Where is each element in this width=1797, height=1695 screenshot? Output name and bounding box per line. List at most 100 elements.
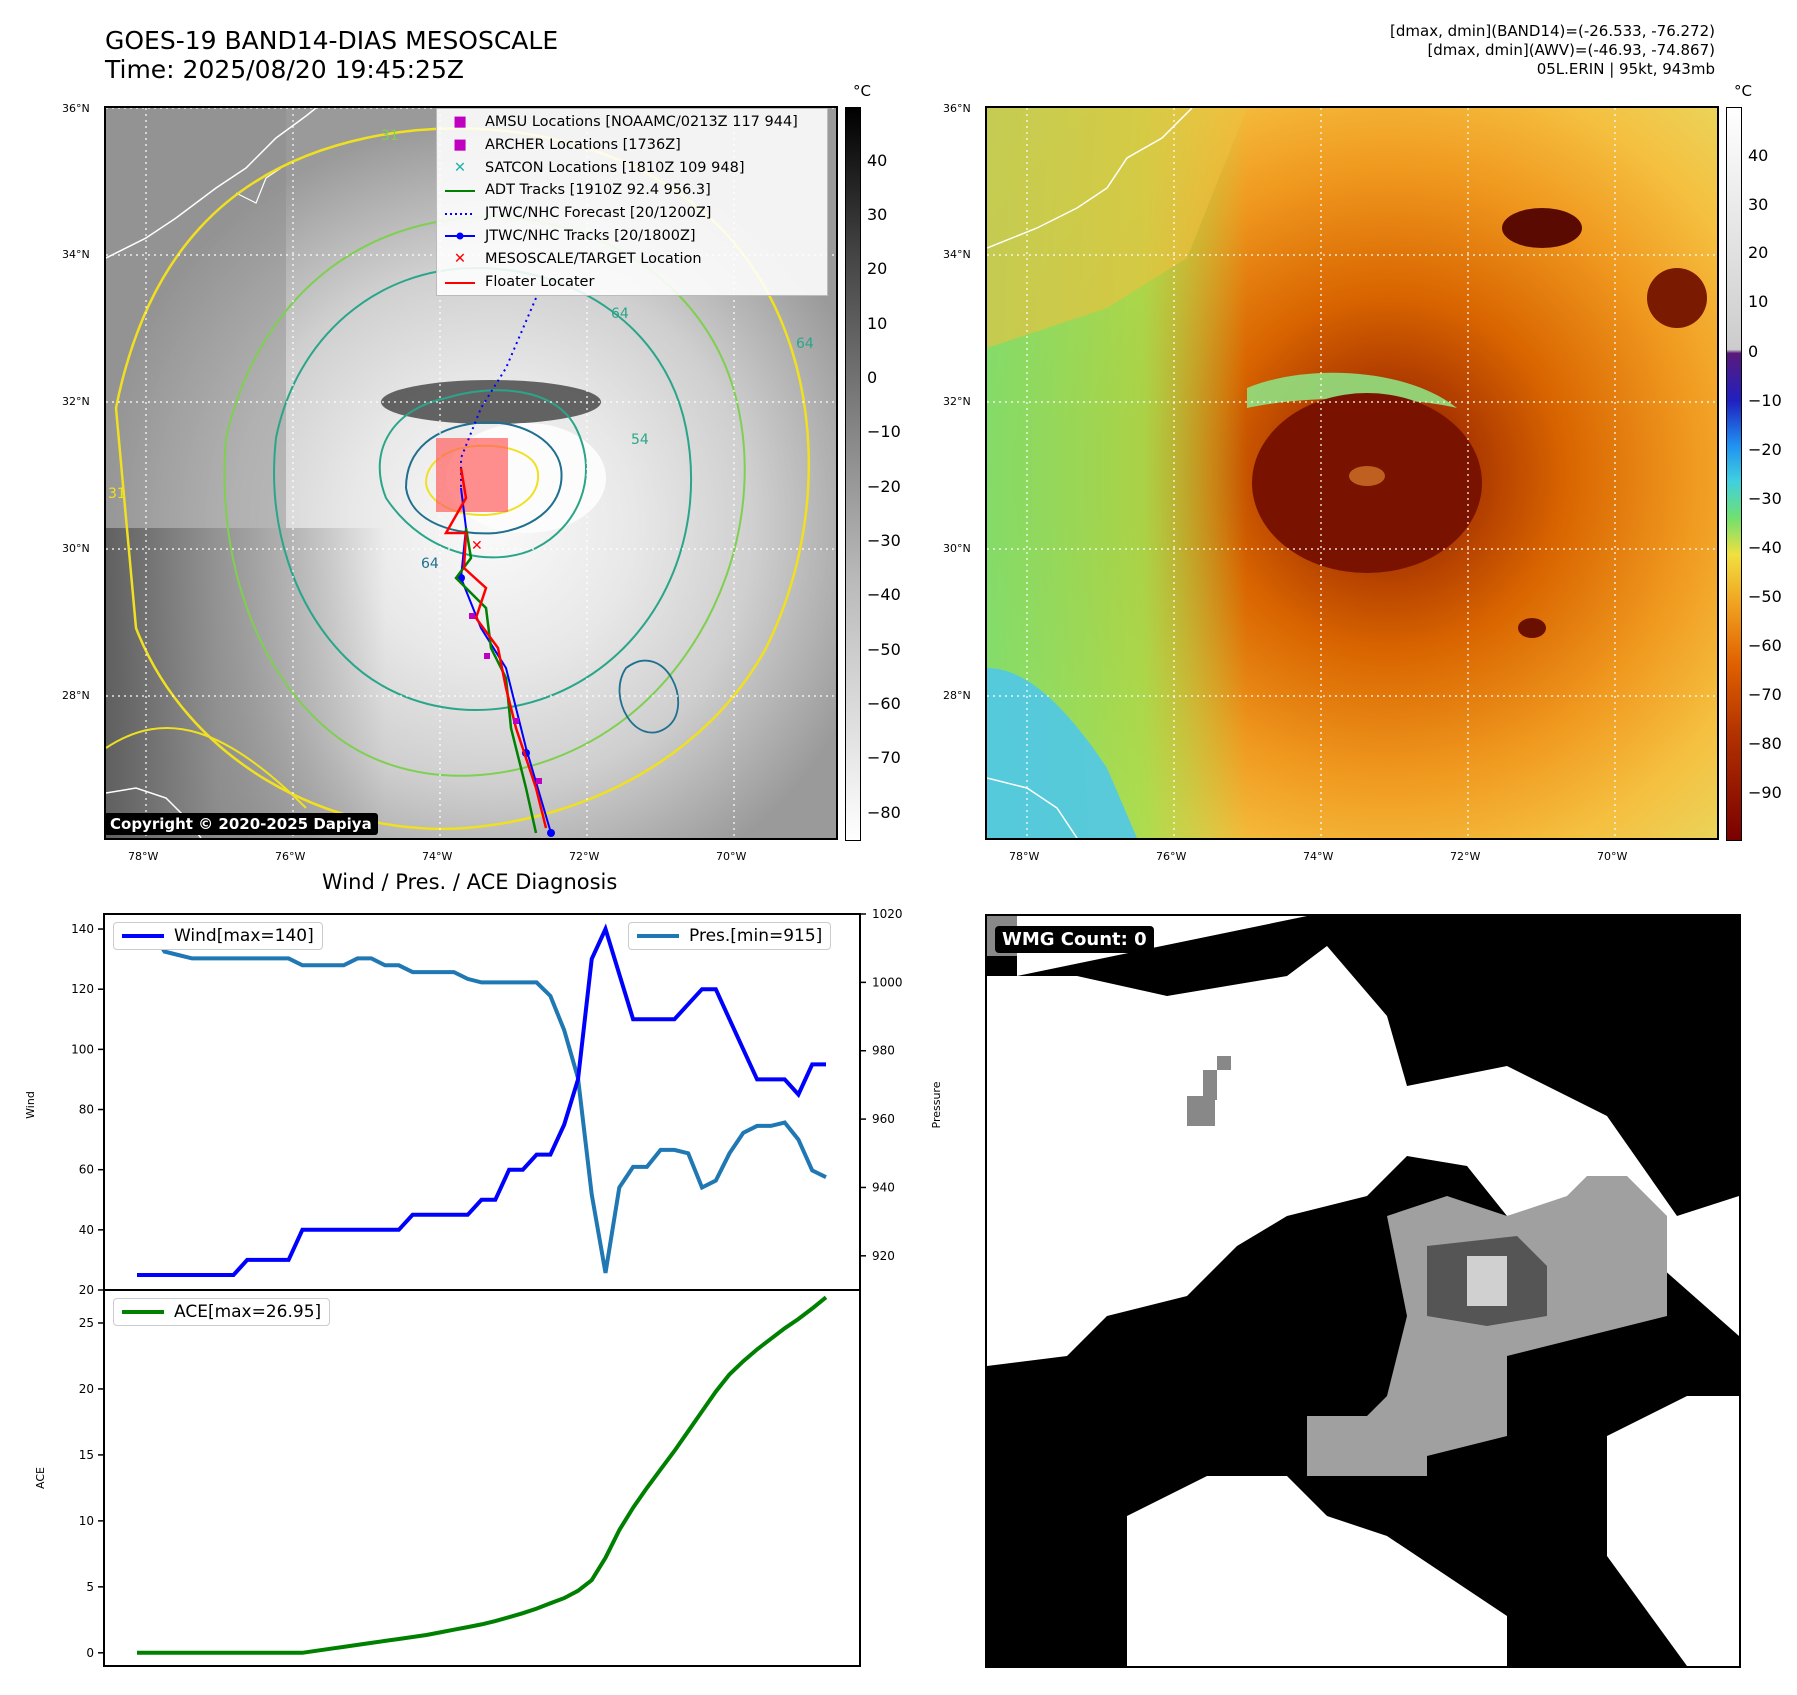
color-cb-tick: 30 xyxy=(1748,195,1769,214)
title-line-2: Time: 2025/08/20 19:45:25Z xyxy=(105,55,464,84)
color-cb-tick: 40 xyxy=(1748,146,1769,165)
copyright-badge: Copyright © 2020-2025 Dapiya xyxy=(104,813,378,835)
contour-label-2: 64 xyxy=(611,306,629,322)
color-cb-tick: −80 xyxy=(1748,734,1782,753)
legend-item-forecast: JTWC/NHC Forecast [20/1200Z] xyxy=(443,202,821,225)
y-tick-label: 940 xyxy=(872,1180,895,1194)
ace-legend-line-icon xyxy=(122,1310,164,1314)
wind-pres-axes xyxy=(103,913,861,1291)
color-colorbar-unit: °C xyxy=(1734,82,1752,100)
gray-cb-tick: −10 xyxy=(867,422,901,441)
lat-label: 28°N xyxy=(943,689,971,702)
dotted-line-icon xyxy=(443,202,477,225)
color-cb-tick: −10 xyxy=(1748,391,1782,410)
gray-colorbar-unit: °C xyxy=(853,82,871,100)
wind-axis-label: Wind xyxy=(24,1091,37,1119)
legend-item-adt: ADT Tracks [1910Z 92.4 956.3] xyxy=(443,179,821,202)
figure-title: GOES-19 BAND14-DIAS MESOSCALE Time: 2025… xyxy=(105,26,558,84)
contour-label-4: 64 xyxy=(421,556,439,572)
legend-item-amsu: ■ AMSU Locations [NOAAMC/0213Z 117 944] xyxy=(443,111,821,134)
color-cb-tick: −90 xyxy=(1748,783,1782,802)
color-cb-tick: −40 xyxy=(1748,538,1782,557)
gray-cb-tick: −30 xyxy=(867,531,901,550)
y-tick-label: 120 xyxy=(71,982,94,996)
y-tick-label: 1020 xyxy=(872,907,903,921)
wmg-count-badge: WMG Count: 0 xyxy=(995,926,1154,953)
y-tick-label: 5 xyxy=(86,1580,94,1594)
lat-label: 36°N xyxy=(62,102,90,115)
gray-cb-tick: −50 xyxy=(867,640,901,659)
map-legend: ■ AMSU Locations [NOAAMC/0213Z 117 944] ■… xyxy=(436,108,828,297)
legend-item-satcon: ✕ SATCON Locations [1810Z 109 948] xyxy=(443,157,821,180)
y-tick-label: 1000 xyxy=(872,975,903,989)
y-tick-label: 60 xyxy=(79,1163,94,1177)
lat-label: 32°N xyxy=(943,395,971,408)
y-tick-label: 920 xyxy=(872,1249,895,1263)
y-tick-label: 0 xyxy=(86,1646,94,1660)
pressure-legend: Pres.[min=915] xyxy=(628,922,832,950)
legend-item-target: ✕ MESOSCALE/TARGET Location xyxy=(443,248,821,271)
legend-item-archer: ■ ARCHER Locations [1736Z] xyxy=(443,134,821,157)
title-line-1: GOES-19 BAND14-DIAS MESOSCALE xyxy=(105,26,559,55)
y-tick-label: 40 xyxy=(79,1223,94,1237)
y-tick-label: 980 xyxy=(872,1044,895,1058)
gray-cb-tick: 20 xyxy=(867,259,888,278)
pressure-axis-label: Pressure xyxy=(930,1081,943,1128)
lon-label: 74°W xyxy=(1303,850,1334,863)
ace-series-line xyxy=(137,1295,828,1655)
line-icon xyxy=(443,179,477,202)
legend-item-floater: Floater Locater xyxy=(443,271,821,294)
y-tick-label: 10 xyxy=(79,1514,94,1528)
x-marker-icon: ✕ xyxy=(453,159,467,176)
lon-label: 70°W xyxy=(1597,850,1628,863)
gray-cb-tick: −80 xyxy=(867,803,901,822)
lat-label: 30°N xyxy=(62,542,90,555)
floater-box xyxy=(436,438,508,512)
line-dot-icon xyxy=(443,225,477,248)
color-cb-tick: −60 xyxy=(1748,636,1782,655)
lat-label: 34°N xyxy=(943,248,971,261)
line-icon xyxy=(443,271,477,294)
y-tick-label: 100 xyxy=(71,1042,94,1056)
lon-label: 70°W xyxy=(716,850,747,863)
contour-label-5: 64 xyxy=(796,336,814,352)
color-cb-tick: −50 xyxy=(1748,587,1782,606)
contour-label-1: 31 xyxy=(381,128,399,144)
gray-cb-tick: −40 xyxy=(867,585,901,604)
ace-axis-label: ACE xyxy=(34,1467,47,1489)
lat-label: 28°N xyxy=(62,689,90,702)
square-marker-icon: ■ xyxy=(453,114,467,130)
lat-label: 36°N xyxy=(943,102,971,115)
color-cb-tick: −70 xyxy=(1748,685,1782,704)
color-cb-tick: 20 xyxy=(1748,243,1769,262)
big-x-marker-icon: ✕ xyxy=(453,250,467,267)
stats-line-2: [dmax, dmin](AWV)=(-46.93, -74.867) xyxy=(1427,41,1715,59)
legend-item-tracks: JTWC/NHC Tracks [20/1800Z] xyxy=(443,225,821,248)
ir-color-svg xyxy=(987,108,1717,838)
gray-cb-tick: −20 xyxy=(867,477,901,496)
target-marker-icon: ✕ xyxy=(471,538,483,554)
color-cb-tick: 0 xyxy=(1748,342,1759,361)
wind-legend-line-icon xyxy=(122,934,164,938)
pressure-legend-line-icon xyxy=(637,934,679,938)
y-tick-label: 80 xyxy=(79,1103,94,1117)
gray-cb-tick: −60 xyxy=(867,694,901,713)
gray-colorbar xyxy=(845,107,861,841)
stats-line-1: [dmax, dmin](BAND14)=(-26.533, -76.272) xyxy=(1390,22,1715,40)
color-colorbar xyxy=(1726,107,1742,841)
wmg-svg xyxy=(987,916,1739,1666)
gray-cb-tick: −70 xyxy=(867,748,901,767)
y-tick-label: 15 xyxy=(79,1448,94,1462)
y-tick-label: 20 xyxy=(79,1382,94,1396)
gray-cb-tick: 40 xyxy=(867,151,888,170)
wind-series-line xyxy=(137,923,826,1277)
lon-label: 78°W xyxy=(1009,850,1040,863)
stats-line-3: 05L.ERIN | 95kt, 943mb xyxy=(1536,60,1715,78)
contour-label-6: 31 xyxy=(108,486,126,502)
wmg-panel xyxy=(985,914,1741,1668)
y-tick-label: 960 xyxy=(872,1112,895,1126)
lon-label: 72°W xyxy=(1450,850,1481,863)
lat-label: 34°N xyxy=(62,248,90,261)
ace-axes xyxy=(103,1289,861,1667)
